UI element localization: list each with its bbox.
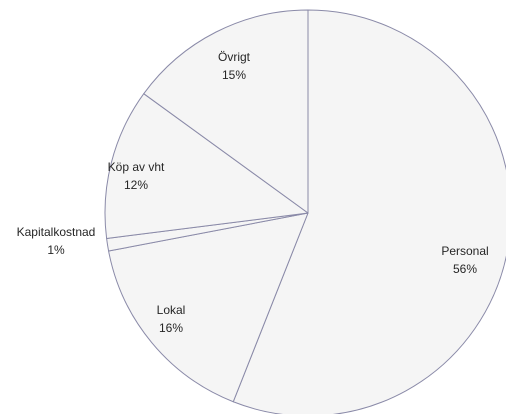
slice-category-label: Kapitalkostnad [17,225,96,239]
labels-layer: Personal 56% Lokal 16% Kapitalkostnad 1% Köp a… [17,50,489,335]
slice-percent-label: 1% [47,243,65,257]
pie-slice-lokal [108,212,309,403]
pie-slice--vrigt [143,9,309,214]
slices-layer [104,9,506,414]
slice-category-label: Köp av vht [108,160,165,174]
slice-category-label: Lokal [157,303,186,317]
slice-category-label: Personal [441,244,488,258]
slice-percent-label: 56% [453,262,477,276]
slice-category-label: Övrigt [218,50,251,64]
slice-percent-label: 15% [222,68,246,82]
pie-slice-personal [232,9,506,414]
slice-percent-label: 16% [159,321,183,335]
slice-percent-label: 12% [124,178,148,192]
pie-slice-k-p-av-vht [104,93,309,239]
